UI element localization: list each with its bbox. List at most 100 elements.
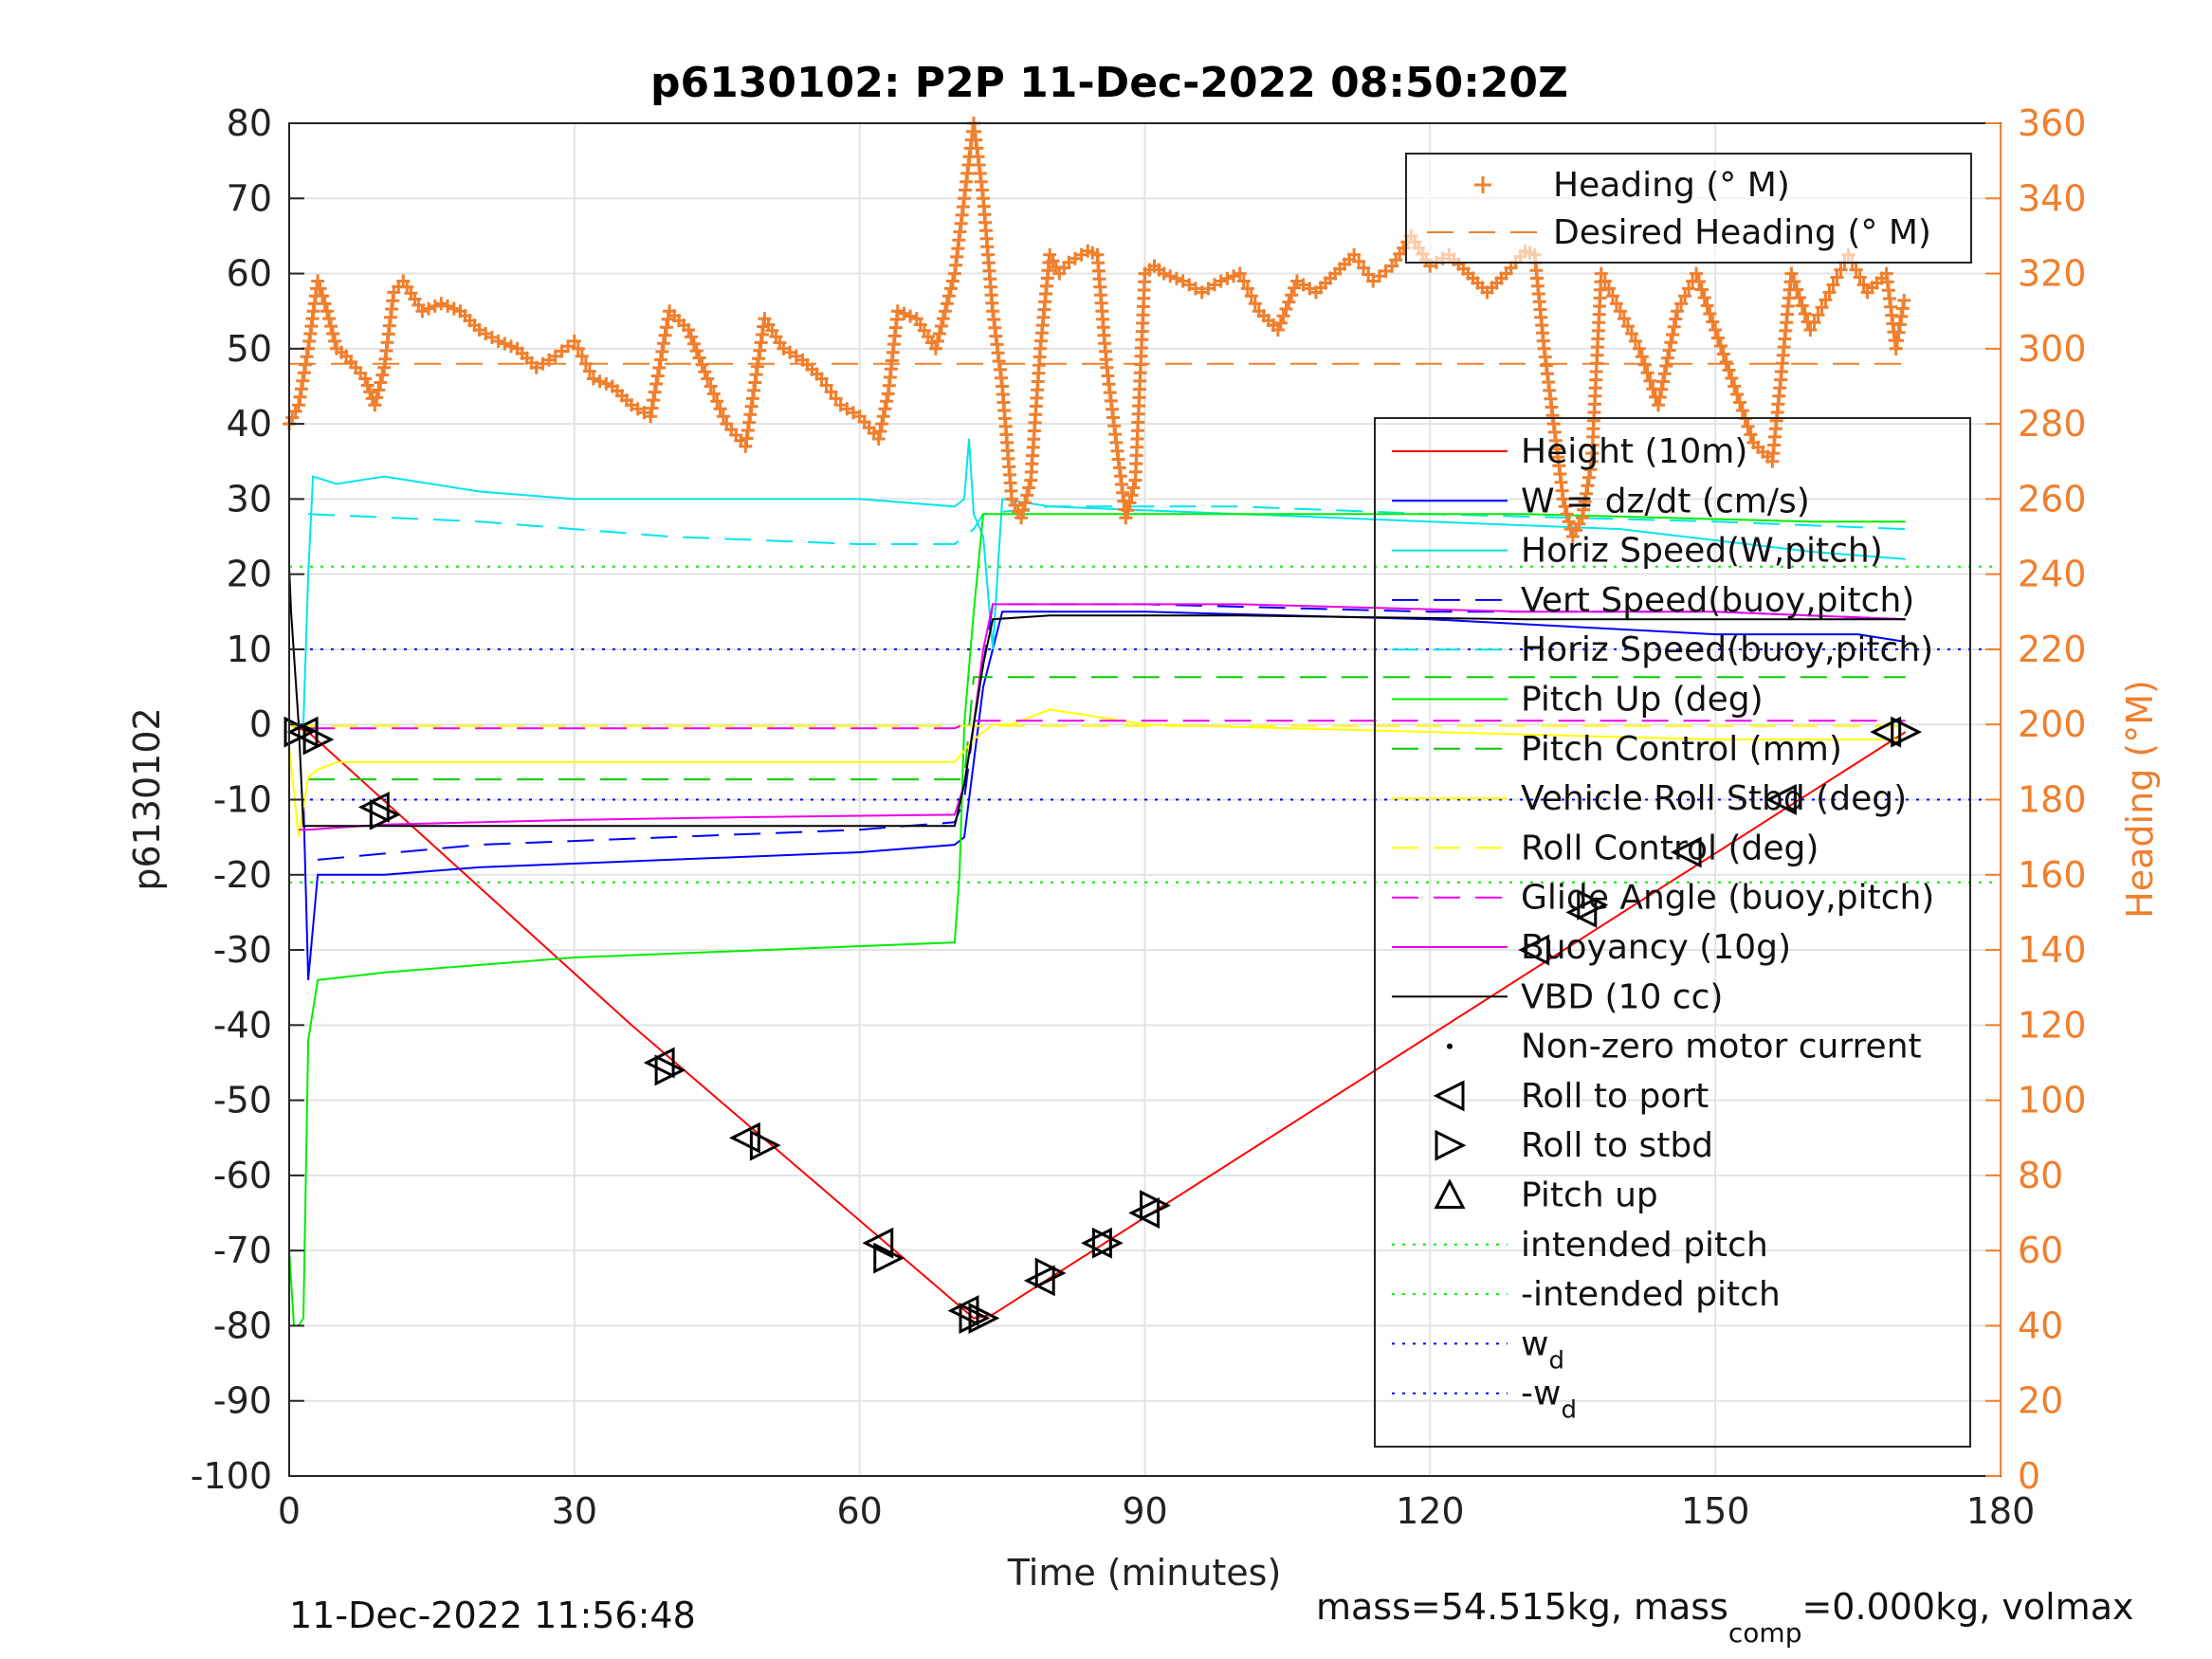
legend-main-entry-subscript: d bbox=[1561, 1396, 1577, 1425]
legend-top-entry-1: Desired Heading (° M) bbox=[1553, 213, 1931, 252]
legend-heading-symbol bbox=[1474, 176, 1491, 193]
roll-to-port-marker bbox=[1023, 1265, 1055, 1297]
y-tick-label: 10 bbox=[227, 629, 272, 670]
y-axis-ticks: -100-90-80-70-60-50-40-30-20-10010203040… bbox=[191, 102, 304, 1497]
legend-main-entry-8: Roll Control (deg) bbox=[1521, 829, 1819, 867]
y-right-tick-label: 360 bbox=[2018, 102, 2087, 144]
legend-main-entry-16: intended pitch bbox=[1521, 1226, 1768, 1265]
y-right-tick-label: 200 bbox=[2018, 703, 2087, 745]
legend-top-box bbox=[1405, 153, 1972, 264]
legend-main-entry-11: VBD (10 cc) bbox=[1521, 977, 1723, 1016]
roll-to-port-marker bbox=[947, 1295, 979, 1327]
roll-to-port-marker bbox=[862, 1227, 894, 1259]
legend-main-entry-text: w bbox=[1521, 1324, 1548, 1363]
legend-main-entry-text: -w bbox=[1521, 1375, 1561, 1413]
legend-main-entry-18: wd bbox=[1521, 1324, 1564, 1375]
x-tick-label: 120 bbox=[1396, 1490, 1465, 1532]
roll-to-stbd-marker bbox=[369, 798, 401, 830]
y-tick-label: -100 bbox=[191, 1455, 272, 1497]
x-axis-label: Time (minutes) bbox=[1007, 1552, 1282, 1594]
x-tick-label: 0 bbox=[278, 1490, 301, 1532]
legend-main-entry-3: Vert Speed(buoy,pitch) bbox=[1521, 581, 1914, 620]
legend-main-entry-6: Pitch Control (mm) bbox=[1521, 730, 1842, 769]
footer-timestamp: 11-Dec-2022 11:56:48 bbox=[289, 1595, 696, 1636]
legend-symbol-15 bbox=[1434, 1178, 1466, 1209]
y-tick-label: 0 bbox=[249, 703, 272, 745]
y-tick-label: 50 bbox=[227, 328, 272, 370]
legend-main-entry-1: W = dz/dt (cm/s) bbox=[1521, 482, 1810, 520]
y-right-tick-label: 60 bbox=[2018, 1230, 2063, 1271]
series-line-9 bbox=[308, 720, 1906, 730]
y-right-tick-label: 40 bbox=[2018, 1304, 2063, 1346]
y-right-tick-label: 140 bbox=[2018, 929, 2087, 971]
legend-main: Height (10m) W = dz/dt (cm/s) Horiz Speed(… bbox=[1374, 417, 1971, 1448]
legend-main-entry-17: -intended pitch bbox=[1521, 1275, 1781, 1314]
y-tick-label: -60 bbox=[213, 1155, 272, 1196]
roll-to-stbd-marker bbox=[749, 1129, 781, 1161]
roll-to-port-marker bbox=[1565, 896, 1598, 928]
roll-to-stbd-marker bbox=[873, 1242, 905, 1274]
x-tick-label: 180 bbox=[1966, 1490, 2036, 1532]
legend-main-entry-14: Roll to stbd bbox=[1521, 1126, 1713, 1165]
y-tick-label: -30 bbox=[213, 929, 272, 971]
x-tick-label: 90 bbox=[1122, 1490, 1167, 1532]
legend-main-entry-19: -wd bbox=[1521, 1375, 1577, 1425]
footer-mass-prefix: mass=54.515kg, mass bbox=[1316, 1586, 1728, 1628]
legend-main-entry-2: Horiz Speed(W,pitch) bbox=[1521, 532, 1883, 571]
y-right-tick-label: 220 bbox=[2018, 629, 2087, 670]
legend-main-entry-13: Roll to port bbox=[1521, 1077, 1709, 1116]
y-right-tick-label: 340 bbox=[2018, 177, 2087, 219]
y-tick-label: 40 bbox=[227, 403, 272, 445]
legend-main-entry-subscript: d bbox=[1548, 1346, 1564, 1375]
y-right-tick-label: 280 bbox=[2018, 403, 2087, 445]
y-tick-label: -70 bbox=[213, 1230, 272, 1271]
legend-main-entry-5: Pitch Up (deg) bbox=[1521, 681, 1764, 720]
legend-main-entry-10: Buoyancy (10g) bbox=[1521, 928, 1791, 967]
y-tick-label: 20 bbox=[227, 554, 272, 595]
roll-to-stbd-marker bbox=[1091, 1227, 1124, 1259]
footer-mass: mass=54.515kg, masscomp=0.000kg, volmax bbox=[1316, 1586, 2133, 1649]
series-line-3 bbox=[318, 603, 1906, 861]
y-axis-right-label: Heading (°M) bbox=[2119, 680, 2161, 919]
y-tick-label: 70 bbox=[227, 177, 272, 219]
x-tick-label: 60 bbox=[836, 1490, 882, 1532]
y-axis-right-ticks: 0 20 40 60 80 100 120 140 160 180 200 220 240 260 280 3… bbox=[1985, 102, 2087, 1497]
legend-top: Heading (° M) Desired Heading (° M) bbox=[1405, 153, 1972, 264]
roll-to-port-marker bbox=[1128, 1197, 1160, 1229]
y-tick-label: -20 bbox=[213, 854, 272, 896]
roll-to-stbd-marker bbox=[1034, 1257, 1067, 1289]
series-line-6 bbox=[308, 676, 1906, 781]
roll-to-stbd-marker bbox=[1891, 716, 1923, 748]
series-line-7 bbox=[288, 708, 1906, 838]
chart-title: p6130102: P2P 11-Dec-2022 08:50:20Z bbox=[650, 59, 1568, 107]
roll-to-stbd-marker bbox=[654, 1054, 686, 1086]
x-axis-ticks: 0 30 60 90 120 150 180 bbox=[278, 1490, 2035, 1532]
y-axis-label: p6130102 bbox=[126, 707, 168, 890]
roll-markers bbox=[283, 716, 1923, 1334]
series-line-1 bbox=[302, 611, 1906, 980]
legend-main-entry-0: Height (10m) bbox=[1521, 432, 1747, 471]
roll-to-port-marker bbox=[728, 1121, 760, 1154]
legend-symbol-14 bbox=[1435, 1129, 1467, 1161]
y-right-tick-label: 180 bbox=[2018, 779, 2087, 821]
y-right-tick-label: 260 bbox=[2018, 478, 2087, 520]
y-tick-label: -90 bbox=[213, 1380, 272, 1422]
y-tick-label: -80 bbox=[213, 1304, 272, 1346]
y-tick-label: -40 bbox=[213, 1004, 272, 1046]
legend-top-entry-0: Heading (° M) bbox=[1553, 166, 1790, 205]
roll-to-stbd-marker bbox=[968, 1303, 1000, 1334]
x-tick-label: 150 bbox=[1681, 1490, 1750, 1532]
y-right-tick-label: 320 bbox=[2018, 253, 2087, 295]
y-tick-label: -50 bbox=[213, 1080, 272, 1121]
y-tick-label: 80 bbox=[227, 102, 272, 144]
roll-to-stbd-marker bbox=[1577, 889, 1609, 921]
series-line-2 bbox=[302, 438, 1906, 725]
x-tick-label: 30 bbox=[552, 1490, 597, 1532]
footer-mass-subscript: comp bbox=[1728, 1617, 1802, 1649]
roll-to-port-marker bbox=[357, 792, 390, 823]
legend-main-entry-12: Non-zero motor current bbox=[1521, 1028, 1922, 1066]
legend-main-entry-15: Pitch up bbox=[1521, 1176, 1658, 1215]
y-right-tick-label: 100 bbox=[2018, 1080, 2087, 1121]
y-tick-label: 30 bbox=[227, 478, 272, 520]
